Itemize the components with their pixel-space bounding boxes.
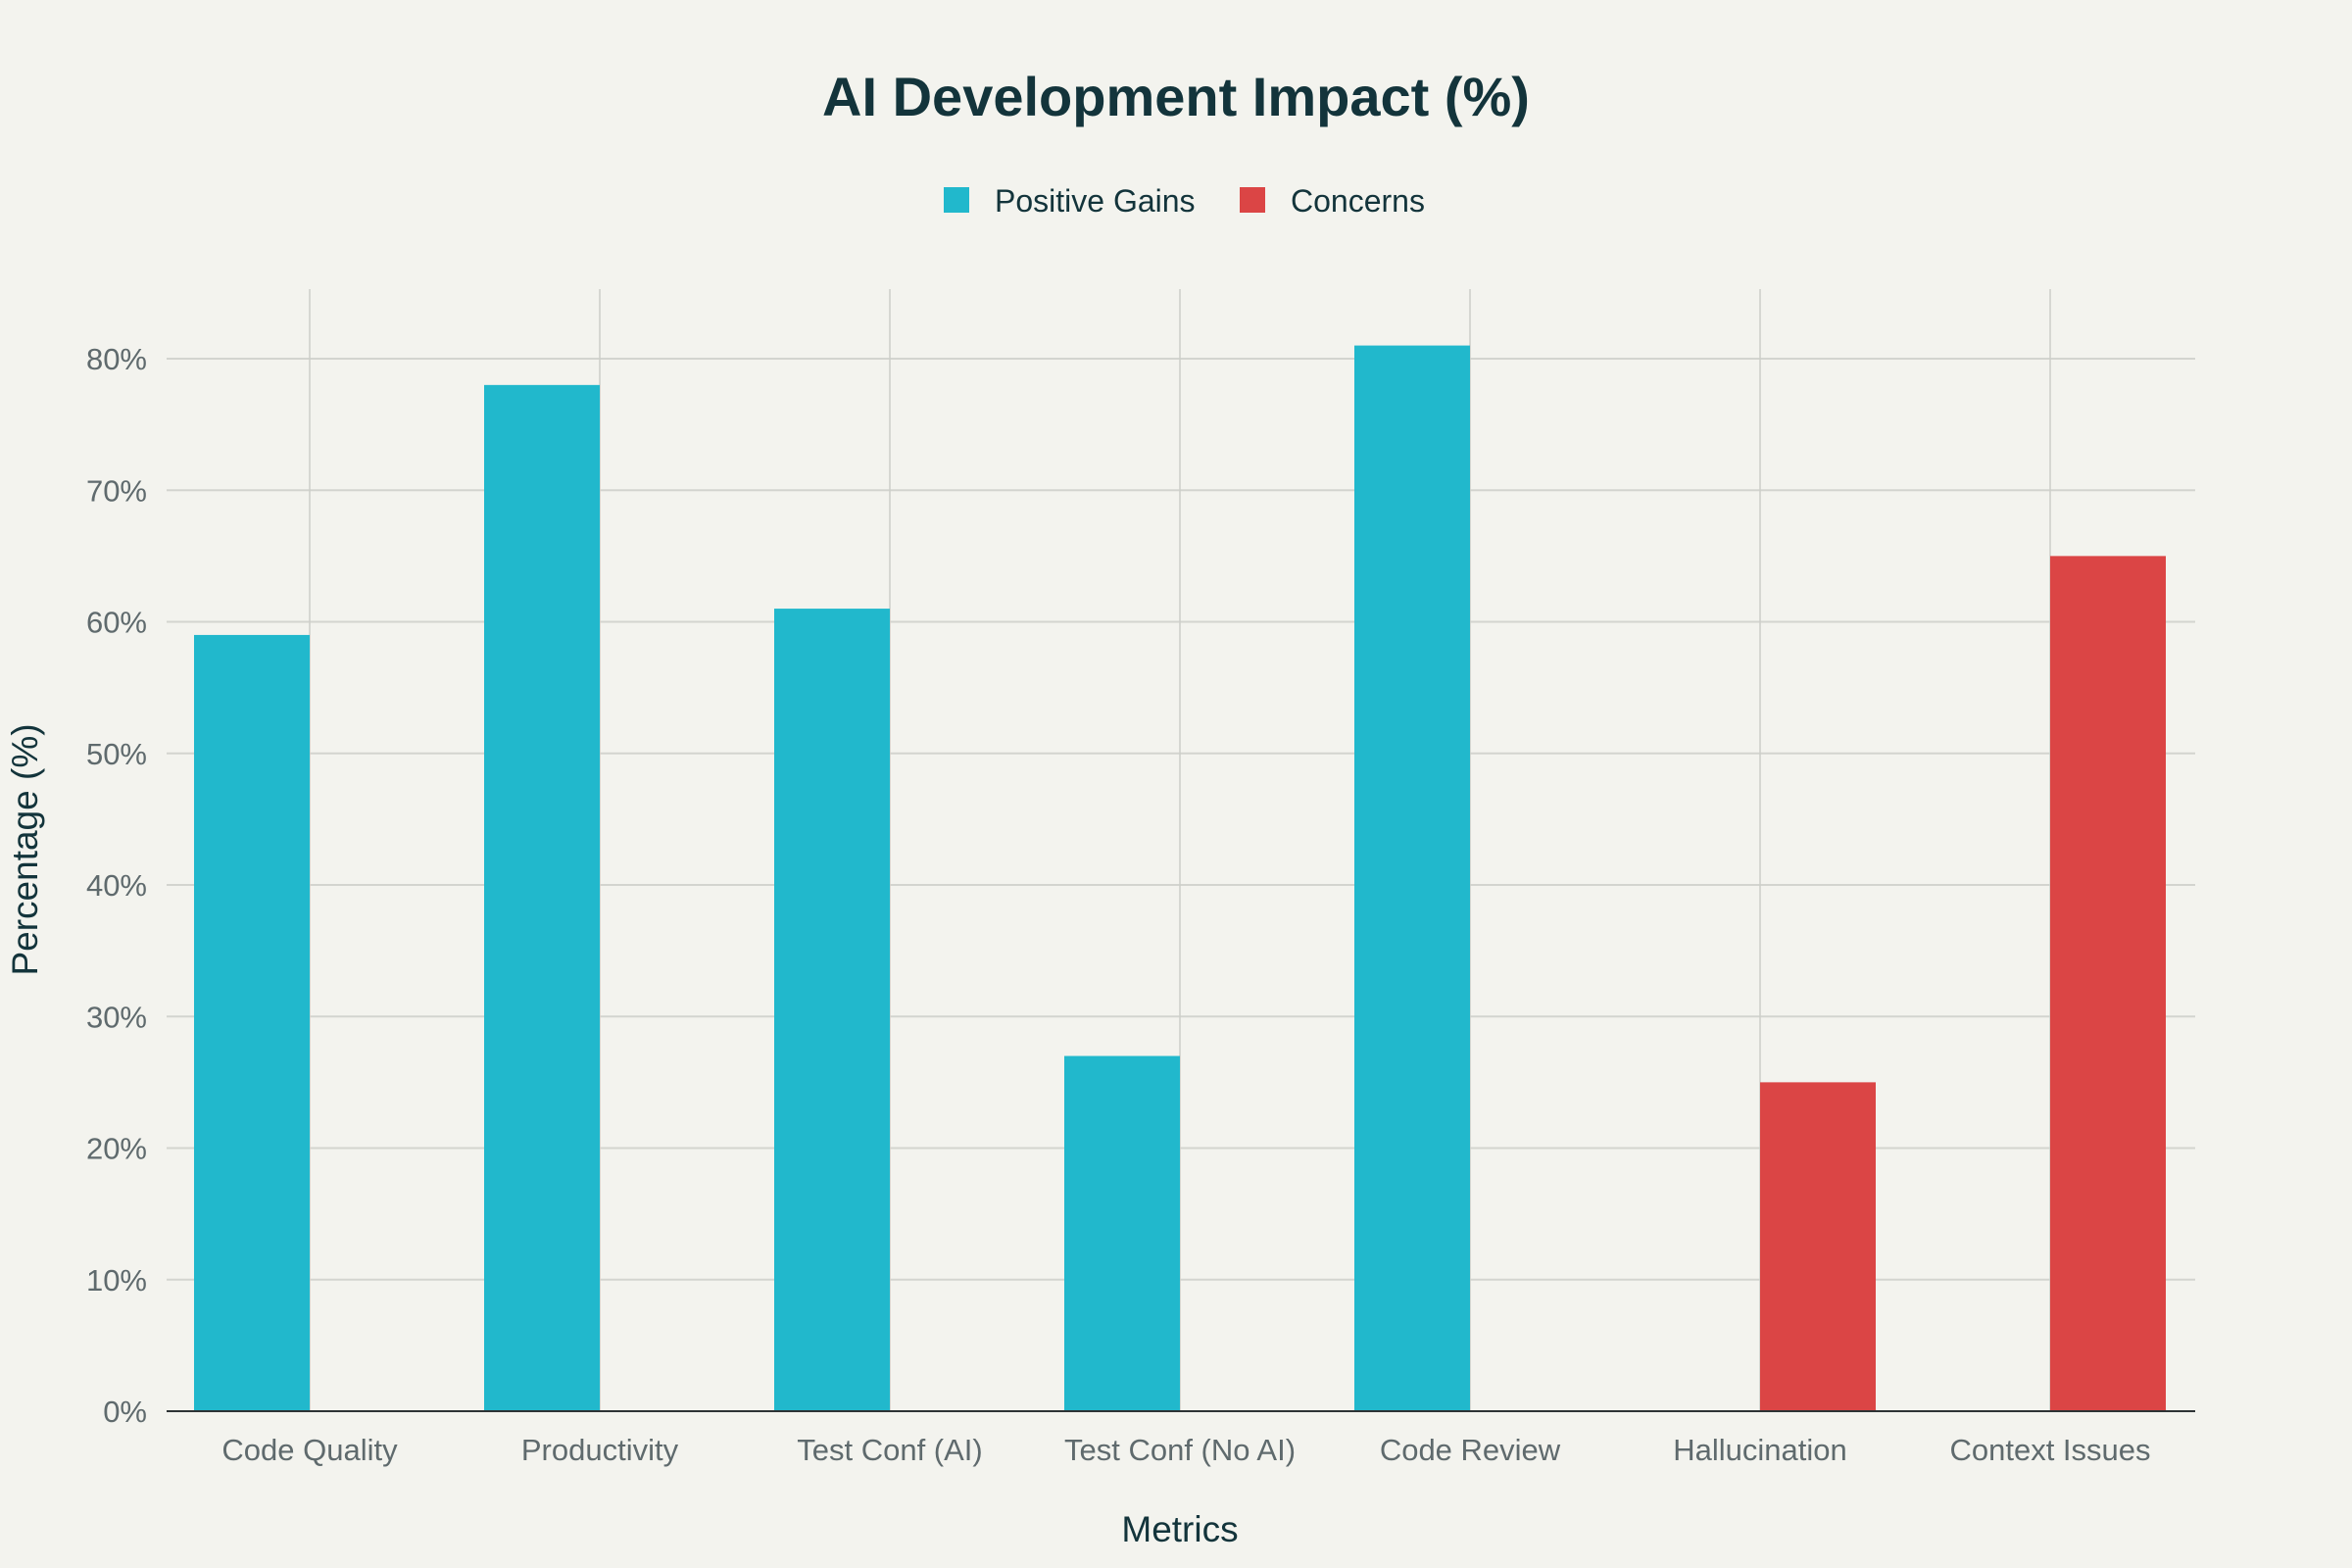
bar-positive-gains xyxy=(1354,345,1470,1412)
bar-positive-gains xyxy=(194,634,310,1411)
legend: Positive Gains Concerns xyxy=(944,183,1425,219)
grid xyxy=(167,289,2195,1411)
y-tick-label: 70% xyxy=(86,473,147,508)
x-tick-label: Code Review xyxy=(1380,1433,1561,1467)
y-tick-label: 10% xyxy=(86,1263,147,1298)
x-axis-title: Metrics xyxy=(1121,1509,1238,1549)
x-tick-label: Test Conf (No AI) xyxy=(1064,1433,1296,1467)
chart-title: AI Development Impact (%) xyxy=(822,66,1530,127)
bar-positive-gains xyxy=(1064,1055,1180,1411)
bar-positive-gains xyxy=(484,384,600,1412)
y-tick-label: 30% xyxy=(86,1000,147,1034)
bars xyxy=(194,345,2166,1412)
bar-concerns xyxy=(1760,1082,1876,1411)
x-tick-label: Hallucination xyxy=(1673,1433,1847,1467)
tick-labels: 0% 10% 20% 30% 40% 50% 60% 70% 80% Code Quality Pr… xyxy=(86,342,2151,1467)
legend-swatch-concerns xyxy=(1240,187,1265,213)
bar-concerns xyxy=(2050,556,2166,1411)
y-tick-label: 80% xyxy=(86,342,147,376)
y-tick-label: 0% xyxy=(103,1395,147,1429)
x-tick-label: Code Quality xyxy=(221,1433,398,1467)
legend-label-positive-gains: Positive Gains xyxy=(995,183,1196,219)
y-tick-label: 40% xyxy=(86,868,147,903)
y-tick-label: 60% xyxy=(86,606,147,640)
x-tick-label: Context Issues xyxy=(1949,1433,2150,1467)
legend-swatch-positive-gains xyxy=(944,187,969,213)
x-tick-label: Test Conf (AI) xyxy=(797,1433,983,1467)
y-tick-label: 50% xyxy=(86,737,147,771)
x-tick-label: Productivity xyxy=(521,1433,679,1467)
legend-label-concerns: Concerns xyxy=(1291,183,1425,219)
y-axis-title: Percentage (%) xyxy=(5,723,45,975)
y-tick-label: 20% xyxy=(86,1132,147,1166)
bar-positive-gains xyxy=(774,609,890,1411)
